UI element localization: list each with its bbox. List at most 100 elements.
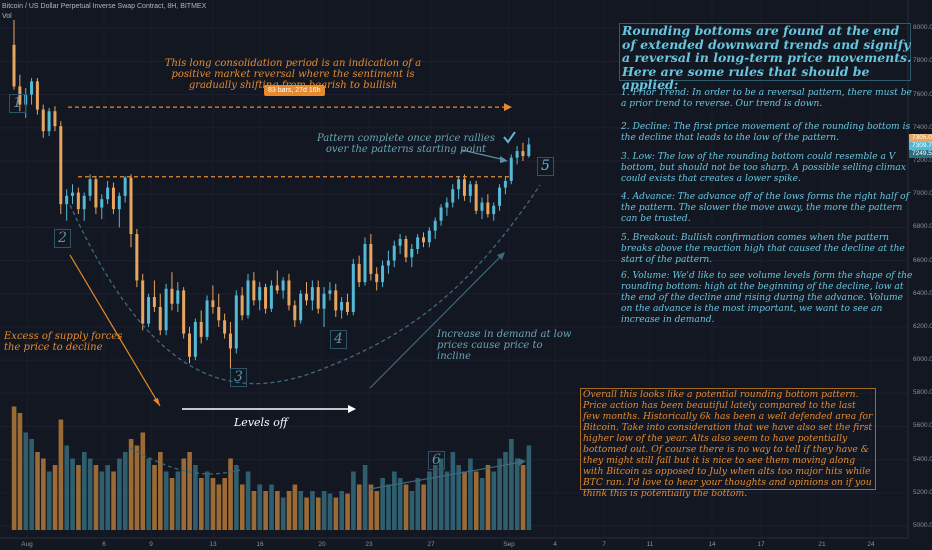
pattern-complete-arrow <box>461 149 506 161</box>
incline-arrow-head <box>497 252 505 260</box>
candle-body <box>503 180 507 188</box>
x-tick-label: 6 <box>102 541 106 548</box>
candle-body <box>199 321 203 337</box>
volume-bar <box>275 491 280 530</box>
candle-body <box>287 280 291 306</box>
volume-bar <box>468 458 473 530</box>
y-tick-label: 5800.0 <box>913 389 932 397</box>
candle-body <box>281 280 285 291</box>
decline-arrow <box>69 254 161 407</box>
volume-bar <box>403 484 409 530</box>
candle-body <box>18 86 22 105</box>
volume-bar <box>316 497 321 530</box>
volume-bar <box>187 452 192 530</box>
candle-body <box>468 184 472 196</box>
bars-badge: 83 bars, 27d 16h <box>264 85 325 96</box>
volume-bar <box>70 458 75 530</box>
volume-bar <box>473 471 479 530</box>
volume-bar <box>210 478 216 530</box>
candle-body <box>59 126 63 205</box>
x-tick-label: 20 <box>318 541 326 548</box>
candle-body <box>457 179 461 190</box>
volume-bar <box>351 471 356 530</box>
volume-bar <box>298 491 304 530</box>
y-tick-label: 8000.0 <box>913 24 932 32</box>
volume-bar <box>234 465 239 530</box>
volume-bar <box>333 497 339 530</box>
candle-body <box>100 199 104 208</box>
y-tick-label: 6600.0 <box>913 256 932 264</box>
candle-body <box>147 297 151 324</box>
candle-body <box>340 302 344 311</box>
volume-bars <box>11 406 532 530</box>
candle-body <box>404 239 408 258</box>
y-tick-label: 7000.0 <box>913 190 932 198</box>
candle-body <box>381 265 385 283</box>
x-tick-label: 9 <box>149 541 153 548</box>
candle-body <box>392 245 396 261</box>
volume-bar <box>491 471 497 530</box>
candle-body <box>305 293 308 301</box>
volume-bar <box>181 458 187 530</box>
y-tick-label: 5200.0 <box>913 488 932 496</box>
candle-body <box>416 237 420 249</box>
y-tick-label: 6200.0 <box>913 322 932 330</box>
x-tick-label: 11 <box>646 541 654 548</box>
volume-bar <box>105 465 110 530</box>
volume-bar <box>321 491 327 530</box>
candle-body <box>30 81 34 95</box>
volume-bar <box>269 484 274 530</box>
volume-bar <box>64 445 70 530</box>
candle-body <box>316 287 320 309</box>
decline-arrow-head <box>153 398 160 406</box>
level-top-arrow-head <box>504 103 512 112</box>
volume-rise-arrow-head <box>518 458 526 466</box>
volume-bar <box>374 491 380 530</box>
y-tick-label: 6800.0 <box>913 223 932 231</box>
candle-body <box>410 248 414 258</box>
excess-supply-note: Excess of supply forces the price to dec… <box>4 331 123 353</box>
volume-bar <box>339 491 344 530</box>
rule-4: 4. Advance: The advance off of the lows … <box>621 192 909 224</box>
volume-bar <box>52 465 58 530</box>
candle-body <box>76 192 80 210</box>
x-tick-label: 27 <box>427 541 435 548</box>
marker-3: 3 <box>230 368 247 387</box>
candle-body <box>182 290 186 334</box>
candle-body <box>275 285 279 291</box>
volume-bar <box>76 465 81 530</box>
volume-bar <box>140 432 146 530</box>
volume-bar <box>304 497 309 530</box>
volume-bar <box>58 419 64 530</box>
volume-bar <box>122 452 128 530</box>
candle-body <box>152 297 156 308</box>
volume-bar <box>11 406 17 530</box>
x-tick-label: 16 <box>256 541 264 548</box>
volume-bar <box>409 491 415 530</box>
volume-bar <box>397 478 403 530</box>
volume-bar <box>175 471 181 530</box>
volume-bar <box>503 452 508 530</box>
volume-bar <box>362 465 368 530</box>
candle-body <box>135 234 139 281</box>
volume-bar <box>509 439 514 530</box>
volume-bar <box>526 445 532 530</box>
volume-bar <box>128 439 134 530</box>
candle-body <box>345 302 349 312</box>
marker-1: 1 <box>9 94 26 113</box>
candle-body <box>328 290 332 294</box>
candle-body <box>117 195 121 210</box>
volume-bar <box>41 458 46 530</box>
volume-bar <box>286 491 292 530</box>
candle-body <box>422 237 425 243</box>
candle-body <box>375 273 379 283</box>
x-tick-label: 13 <box>209 541 217 548</box>
volume-bar <box>245 471 251 530</box>
volume-bar <box>497 458 502 530</box>
levels-off-arrow-head <box>348 405 356 413</box>
pattern-complete-arrow-head <box>500 156 508 163</box>
y-tick-label: 7800.0 <box>913 57 932 65</box>
candle-body <box>88 179 92 196</box>
